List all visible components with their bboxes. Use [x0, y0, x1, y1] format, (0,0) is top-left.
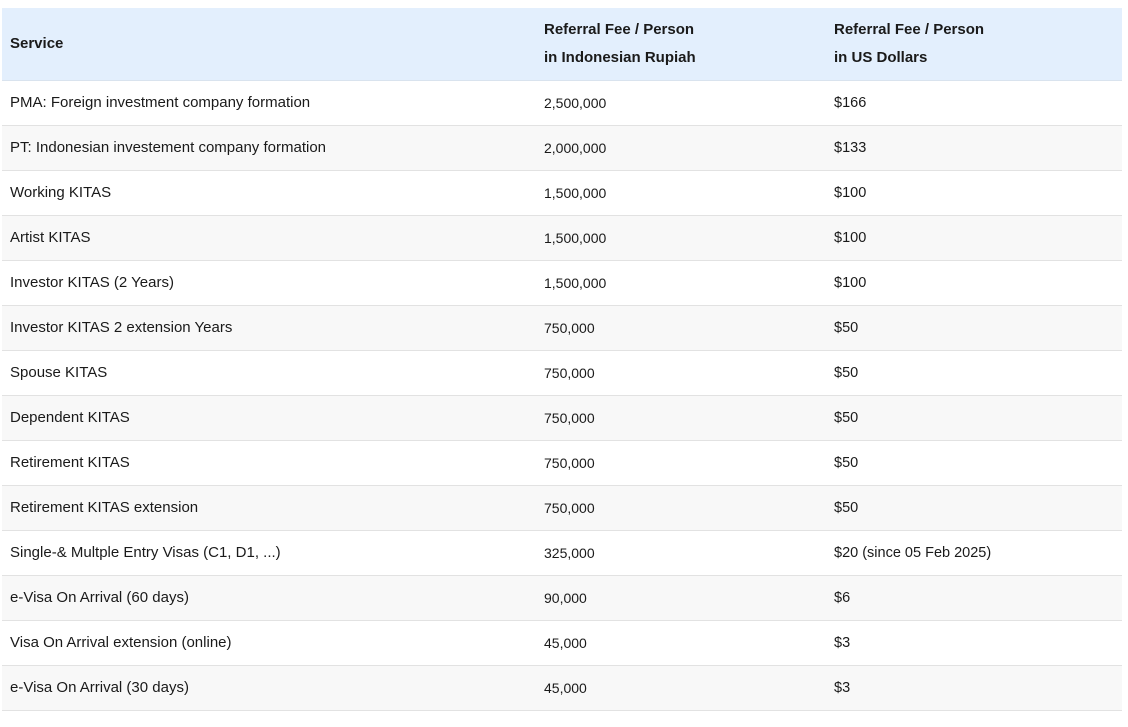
table-row: PT: Indonesian investement company forma…	[2, 125, 1122, 171]
service-cell: Investor KITAS (2 Years)	[2, 260, 537, 306]
idr-fee-cell: 45,000	[537, 620, 827, 666]
usd-fee-cell: $20 (since 05 Feb 2025)	[827, 530, 1122, 576]
service-cell: Dependent KITAS	[2, 395, 537, 441]
table-row: e-Visa On Arrival (30 days) 45,000 $3	[2, 665, 1122, 711]
header-row: Service Referral Fee / Person in Indones…	[2, 8, 1122, 81]
service-cell: PMA: Foreign investment company formatio…	[2, 80, 537, 126]
service-cell: e-Visa On Arrival (30 days)	[2, 665, 537, 711]
table-row: Retirement KITAS extension 750,000 $50	[2, 485, 1122, 531]
header-usd-line1: Referral Fee / Person	[834, 20, 985, 38]
service-cell: Retirement KITAS extension	[2, 485, 537, 531]
service-cell: Investor KITAS 2 extension Years	[2, 305, 537, 351]
usd-fee-cell: $50	[827, 350, 1122, 396]
idr-fee-cell: 1,500,000	[537, 260, 827, 306]
idr-fee-cell: 750,000	[537, 485, 827, 531]
usd-fee-cell: $133	[827, 125, 1122, 171]
referral-fee-table: Service Referral Fee / Person in Indones…	[2, 8, 1122, 711]
idr-fee-cell: 1,500,000	[537, 215, 827, 261]
service-cell: Visa On Arrival extension (online)	[2, 620, 537, 666]
idr-fee-cell: 325,000	[537, 530, 827, 576]
service-cell: Single-& Multple Entry Visas (C1, D1, ..…	[2, 530, 537, 576]
idr-fee-cell: 750,000	[537, 350, 827, 396]
service-cell: Artist KITAS	[2, 215, 537, 261]
table-row: Working KITAS 1,500,000 $100	[2, 170, 1122, 216]
usd-fee-cell: $6	[827, 575, 1122, 621]
table-row: Investor KITAS 2 extension Years 750,000…	[2, 305, 1122, 351]
usd-fee-cell: $100	[827, 260, 1122, 306]
usd-fee-cell: $3	[827, 620, 1122, 666]
header-service-label: Service	[10, 34, 64, 52]
header-usd: Referral Fee / Person in US Dollars	[827, 8, 1122, 81]
usd-fee-cell: $100	[827, 215, 1122, 261]
table-row: Dependent KITAS 750,000 $50	[2, 395, 1122, 441]
table-row: Artist KITAS 1,500,000 $100	[2, 215, 1122, 261]
table-row: Investor KITAS (2 Years) 1,500,000 $100	[2, 260, 1122, 306]
table-row: Visa On Arrival extension (online) 45,00…	[2, 620, 1122, 666]
idr-fee-cell: 2,000,000	[537, 125, 827, 171]
table-row: e-Visa On Arrival (60 days) 90,000 $6	[2, 575, 1122, 621]
table-row: Single-& Multple Entry Visas (C1, D1, ..…	[2, 530, 1122, 576]
idr-fee-cell: 750,000	[537, 395, 827, 441]
usd-fee-cell: $50	[827, 440, 1122, 486]
usd-fee-cell: $50	[827, 485, 1122, 531]
idr-fee-cell: 2,500,000	[537, 80, 827, 126]
service-cell: e-Visa On Arrival (60 days)	[2, 575, 537, 621]
header-idr-line2: in Indonesian Rupiah	[544, 48, 696, 66]
header-idr: Referral Fee / Person in Indonesian Rupi…	[537, 8, 827, 81]
idr-fee-cell: 750,000	[537, 305, 827, 351]
table-body: PMA: Foreign investment company formatio…	[2, 80, 1122, 711]
table-row: Retirement KITAS 750,000 $50	[2, 440, 1122, 486]
table-row: Spouse KITAS 750,000 $50	[2, 350, 1122, 396]
service-cell: Working KITAS	[2, 170, 537, 216]
idr-fee-cell: 1,500,000	[537, 170, 827, 216]
idr-fee-cell: 45,000	[537, 665, 827, 711]
usd-fee-cell: $100	[827, 170, 1122, 216]
service-cell: PT: Indonesian investement company forma…	[2, 125, 537, 171]
usd-fee-cell: $50	[827, 395, 1122, 441]
usd-fee-cell: $3	[827, 665, 1122, 711]
referral-fee-table-container: Service Referral Fee / Person in Indones…	[2, 8, 1122, 711]
table-header: Service Referral Fee / Person in Indones…	[2, 8, 1122, 81]
idr-fee-cell: 750,000	[537, 440, 827, 486]
idr-fee-cell: 90,000	[537, 575, 827, 621]
header-idr-line1: Referral Fee / Person	[544, 20, 695, 38]
header-usd-line2: in US Dollars	[834, 48, 928, 66]
header-service: Service	[2, 8, 537, 81]
usd-fee-cell: $50	[827, 305, 1122, 351]
table-row: PMA: Foreign investment company formatio…	[2, 80, 1122, 126]
usd-fee-cell: $166	[827, 80, 1122, 126]
service-cell: Spouse KITAS	[2, 350, 537, 396]
service-cell: Retirement KITAS	[2, 440, 537, 486]
